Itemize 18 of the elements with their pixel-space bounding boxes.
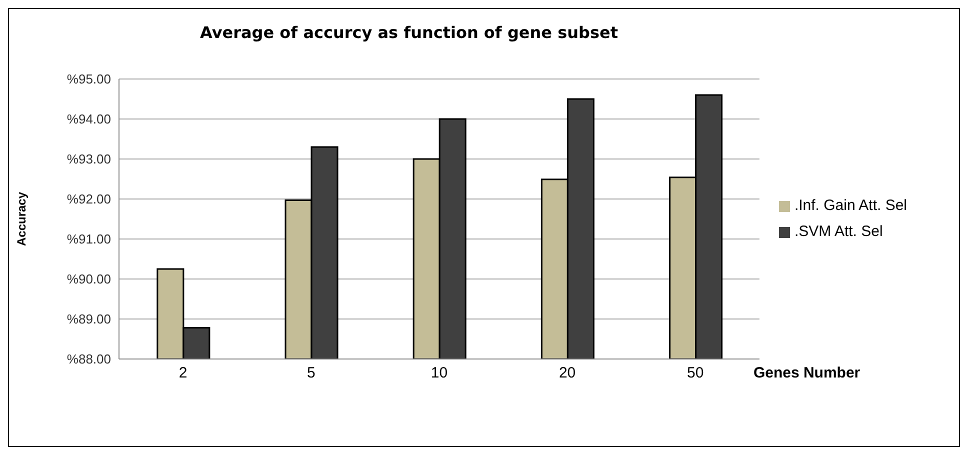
y-tick-label: %89.00 bbox=[66, 312, 111, 327]
chart-title: Average of accurcy as function of gene subset bbox=[199, 23, 619, 42]
y-tick-label: %95.00 bbox=[66, 72, 111, 87]
x-axis-title: Genes Number bbox=[753, 364, 860, 382]
y-tick-label: %94.00 bbox=[66, 112, 111, 127]
x-tick-label: 2 bbox=[178, 364, 188, 382]
y-tick-label: %92.00 bbox=[66, 192, 111, 207]
legend-label: .Inf. Gain Att. Sel bbox=[794, 197, 907, 214]
y-tick-label: %90.00 bbox=[66, 272, 111, 287]
y-tick-label: %91.00 bbox=[66, 232, 111, 247]
x-tick-label: 20 bbox=[558, 364, 576, 382]
y-axis-title: Accuracy bbox=[14, 192, 28, 246]
y-tick-label: %93.00 bbox=[66, 152, 111, 167]
x-tick-label: 50 bbox=[687, 364, 704, 382]
x-tick-label: 10 bbox=[430, 364, 448, 382]
legend-label: .SVM Att. Sel bbox=[794, 223, 883, 240]
y-tick-label: %88.00 bbox=[66, 352, 111, 367]
x-tick-label: 5 bbox=[306, 364, 316, 382]
